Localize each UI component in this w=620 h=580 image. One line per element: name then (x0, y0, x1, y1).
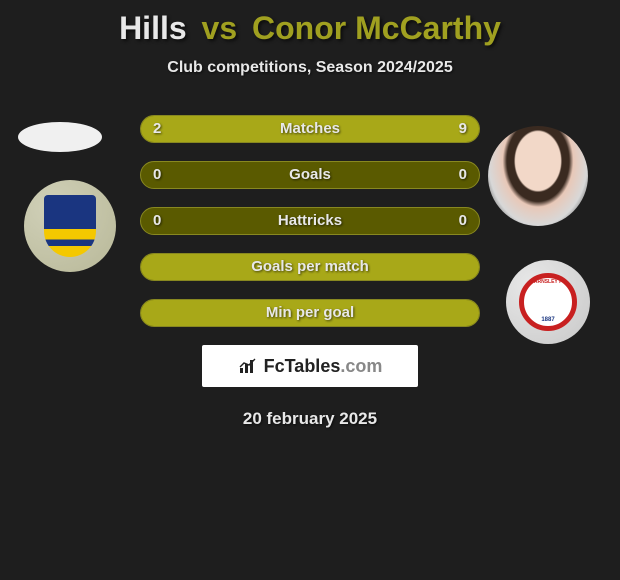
stat-label: Matches (141, 116, 479, 142)
stats-area: Matches29Goals00Hattricks00Goals per mat… (0, 115, 620, 327)
title-player-left: Hills (119, 10, 187, 46)
stat-row: Min per goal (140, 299, 480, 327)
stat-row: Goals0 0 (140, 161, 480, 189)
brand-text: FcTables.com (264, 356, 383, 377)
title-vs: vs (202, 10, 238, 46)
stat-value-left: 0 (153, 162, 161, 188)
stat-label: Hattricks (141, 208, 479, 234)
chart-icon (238, 358, 258, 374)
stat-value-left: 2 (153, 116, 161, 142)
date-text: 20 february 2025 (0, 409, 620, 429)
stat-label: Min per goal (141, 300, 479, 326)
brand-text-grey: .com (340, 356, 382, 376)
stat-label: Goals (141, 162, 479, 188)
stat-row: Goals per match (140, 253, 480, 281)
stat-value-left: 0 (153, 208, 161, 234)
stat-value-right: 0 (459, 208, 467, 234)
brand-badge: FcTables.com (202, 345, 418, 387)
stat-value-right: 0 (459, 162, 467, 188)
page-title: Hills vs Conor McCarthy (0, 0, 620, 47)
stat-row: Matches2 9 (140, 115, 480, 143)
brand-text-dark: FcTables (264, 356, 341, 376)
stat-row: Hattricks0 0 (140, 207, 480, 235)
title-player-right: Conor McCarthy (252, 10, 501, 46)
subtitle: Club competitions, Season 2024/2025 (0, 59, 620, 77)
stat-value-right: 9 (459, 116, 467, 142)
stat-label: Goals per match (141, 254, 479, 280)
